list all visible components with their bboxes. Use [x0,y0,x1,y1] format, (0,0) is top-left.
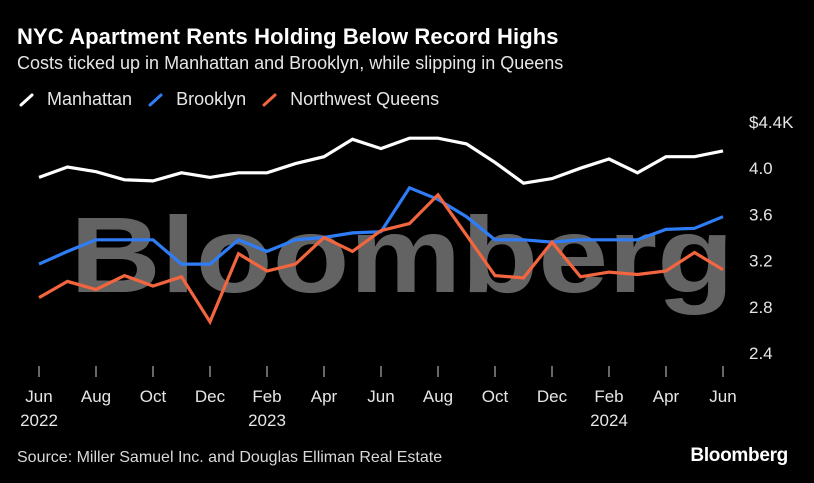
legend-swatch-manhattan [19,93,34,106]
y-tick-label: 2.4 [749,344,773,363]
x-tick-label: Jun [367,387,394,406]
x-tick-year-label: 2022 [20,411,58,430]
series-lines [38,136,724,326]
source-note: Source: Miller Samuel Inc. and Douglas E… [17,449,443,466]
legend: Manhattan Brooklyn Northwest Queens [17,89,453,110]
bloomberg-watermark: Bloomberg [70,194,734,315]
x-tick-label: Oct [482,387,509,406]
y-tick-label: 3.2 [749,252,773,271]
y-axis: $4.4K 4.0 3.6 3.2 2.8 2.4 [749,113,794,363]
y-tick-label: $4.4K [749,113,794,132]
x-tick-label: Jun [25,387,52,406]
y-tick-label: 3.6 [749,205,773,224]
x-tick-label: Apr [311,387,338,406]
y-tick-label: 2.8 [749,298,773,317]
chart-subtitle: Costs ticked up in Manhattan and Brookly… [17,53,564,73]
x-tick-label: Feb [252,387,281,406]
x-tick-label: Aug [81,387,111,406]
series-line-manhattan [38,136,724,185]
x-tick-label: Dec [195,387,226,406]
legend-label-manhattan: Manhattan [47,89,133,109]
x-tick-label: Oct [140,387,167,406]
x-axis: Jun 2022 Aug Oct Dec Feb 2023 Apr Jun Aug Oct Dec Fe… [20,366,737,430]
x-tick-label: Aug [423,387,453,406]
y-tick-label: 4.0 [749,159,773,178]
legend-label-northwest-queens: Northwest Queens [290,89,440,109]
x-tick-year-label: 2024 [590,411,628,430]
x-tick-label: Jun [709,387,736,406]
legend-swatch-brooklyn [148,93,163,106]
legend-swatch-northwest-queens [262,93,277,106]
bloomberg-logo: Bloomberg [690,445,788,466]
legend-item-brooklyn: Brooklyn [146,89,246,110]
series-line-northwest-queens [38,192,724,326]
x-tick-label: Feb [594,387,623,406]
legend-label-brooklyn: Brooklyn [176,89,247,109]
legend-item-northwest-queens: Northwest Queens [260,89,439,110]
x-tick-label: Dec [537,387,568,406]
x-tick-label: Apr [653,387,680,406]
legend-item-manhattan: Manhattan [17,89,132,110]
chart-title: NYC Apartment Rents Holding Below Record… [17,24,559,49]
x-tick-year-label: 2023 [248,411,286,430]
